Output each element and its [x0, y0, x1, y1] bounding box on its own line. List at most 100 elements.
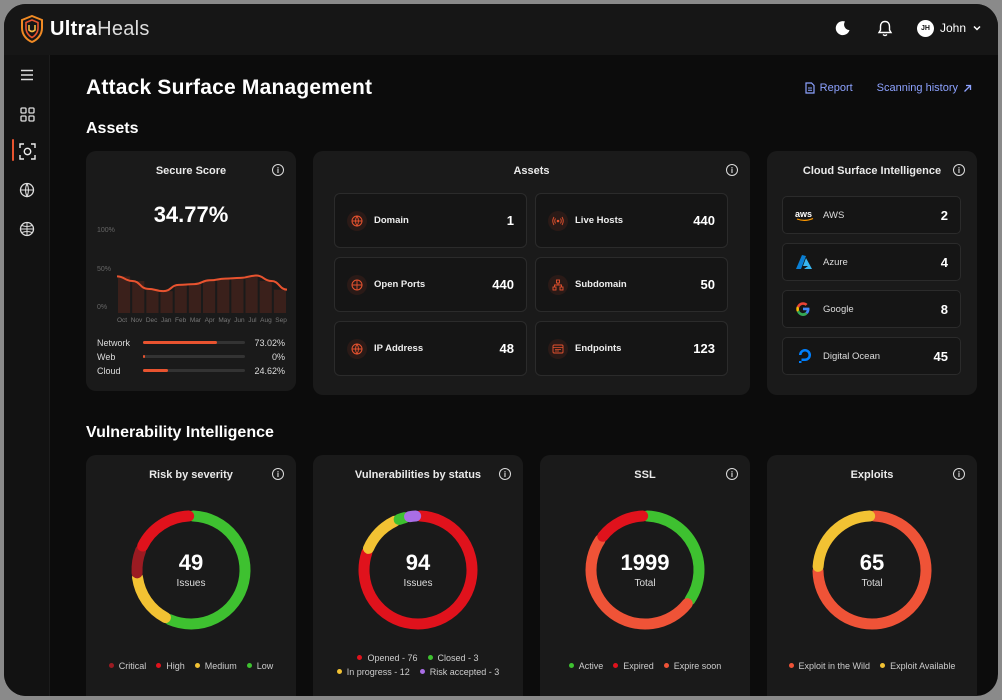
trend-bar [146, 288, 159, 313]
legend-item[interactable]: High [156, 661, 185, 671]
donut-segment-expire-soon[interactable] [585, 534, 693, 630]
scan-target-icon[interactable] [17, 141, 37, 161]
svg-text:aws: aws [795, 209, 812, 219]
legend-item[interactable]: Expired [613, 661, 654, 671]
globe-icon[interactable] [17, 219, 37, 239]
legend-dot [663, 663, 669, 669]
legend-item[interactable]: Closed - 3 [427, 653, 479, 663]
legend-label: Exploit Available [890, 661, 956, 671]
document-icon [805, 82, 815, 94]
risk-total: 49 [178, 550, 204, 575]
donut-segment-medium[interactable] [132, 572, 171, 624]
asset-tile-endpoints[interactable]: Endpoints 123 [535, 321, 728, 376]
info-icon[interactable]: i [726, 164, 738, 176]
ssl-donut-chart [585, 510, 705, 630]
legend-label: Critical [118, 661, 147, 671]
donut-segment-in-progress[interactable] [363, 515, 401, 554]
cloud-tile-azure[interactable]: Azure 4 [782, 243, 961, 281]
legend-item[interactable]: In progress - 12 [336, 667, 410, 677]
legend-label: Closed - 3 [437, 653, 479, 663]
cloud-tile-digital-ocean[interactable]: Digital Ocean 45 [782, 337, 961, 375]
legend-item[interactable]: Low [246, 661, 273, 671]
vuln-sub: Issues [403, 578, 433, 589]
info-icon[interactable]: i [726, 468, 738, 480]
info-icon[interactable]: i [499, 468, 511, 480]
dist-track [143, 355, 245, 358]
asset-tile-open-ports[interactable]: Open Ports 440 [334, 257, 527, 312]
asset-tile-ip-address[interactable]: IP Address 48 [334, 321, 527, 376]
donut-segment-risk-accepted[interactable] [404, 510, 422, 523]
dist-row-cloud: Cloud 24.62% [97, 364, 285, 377]
asset-tile-domain[interactable]: Domain 1 [334, 193, 527, 248]
trend-bar [273, 289, 286, 313]
asset-tile-subdomain[interactable]: Subdomain 50 [535, 257, 728, 312]
trend-bar [259, 281, 272, 313]
section-assets-heading: Assets [86, 120, 139, 137]
info-icon[interactable]: i [272, 468, 284, 480]
bell-icon[interactable] [875, 18, 895, 38]
donut-segment-closed[interactable] [393, 512, 411, 525]
sidebar [4, 55, 50, 696]
donut-segment-exploit-available[interactable] [812, 510, 876, 572]
legend-item[interactable]: Opened - 76 [357, 653, 418, 663]
dashboard-grid-icon[interactable] [17, 104, 37, 124]
cloud-label: Azure [823, 256, 848, 268]
donut-segment-low[interactable] [164, 510, 251, 630]
cloud-value: 4 [940, 254, 948, 270]
asset-value: 440 [492, 277, 514, 292]
trend-bar [245, 275, 258, 313]
legend-item[interactable]: Active [568, 661, 603, 671]
legend-item[interactable]: Critical [108, 661, 147, 671]
legend-label: Opened - 76 [367, 653, 418, 663]
dist-label: Web [97, 351, 116, 362]
scanning-history-link[interactable]: Scanning history [877, 82, 972, 94]
google-logo-icon [795, 300, 817, 318]
trend-bar [188, 284, 201, 313]
user-name: John [939, 21, 966, 35]
broadcast-icon [548, 210, 568, 231]
donut-segment-active[interactable] [641, 510, 705, 606]
top-bar: UltraHeals JH John [4, 4, 998, 55]
section-vuln-heading: Vulnerability Intelligence [86, 424, 274, 441]
info-icon[interactable]: i [272, 164, 284, 176]
exploits-sub: Total [861, 578, 883, 589]
asset-label: Subdomain [575, 279, 627, 290]
secure-score-value: 34.77% [153, 202, 229, 227]
logo[interactable]: UltraHeals [20, 15, 150, 43]
top-right-controls: JH John [833, 18, 982, 38]
legend-item[interactable]: Exploit Available [880, 661, 955, 671]
donut-segment-opened[interactable] [358, 510, 478, 630]
user-menu[interactable]: JH John [916, 19, 982, 37]
donut-segment-exploit-in-the-wild[interactable] [812, 510, 932, 630]
legend-item[interactable]: Medium [194, 661, 237, 671]
cloud-tile-aws[interactable]: aws AWS 2 [782, 196, 961, 234]
legend-dot [194, 663, 200, 669]
legend-item[interactable]: Risk accepted - 3 [419, 667, 499, 677]
month-label: Nov [130, 317, 143, 324]
dist-fill [143, 355, 145, 358]
legend-dot [419, 669, 425, 675]
asset-value: 50 [700, 277, 715, 292]
menu-icon[interactable] [17, 65, 37, 85]
legend-item[interactable]: Exploit in the Wild [788, 661, 870, 671]
assets-card: Assets i Domain 1 Live Hosts 440 Open Po… [313, 151, 750, 395]
digital-ocean-logo-icon [795, 347, 817, 365]
info-icon[interactable]: i [953, 468, 965, 480]
cloud-tile-google[interactable]: Google 8 [782, 290, 961, 328]
legend-item[interactable]: Expire soon [663, 661, 721, 671]
donut-segment-expired[interactable] [597, 510, 649, 542]
exploits-total: 65 [859, 550, 885, 575]
globe-shield-icon[interactable] [17, 180, 37, 200]
asset-tile-live-hosts[interactable]: Live Hosts 440 [535, 193, 728, 248]
azure-logo-icon [795, 253, 817, 271]
scanning-history-label: Scanning history [876, 82, 958, 94]
exploits-legend: Exploit in the Wild Exploit Available [767, 661, 977, 671]
info-icon[interactable]: i [953, 164, 965, 176]
report-link[interactable]: Report [805, 82, 853, 94]
sitemap-icon [548, 274, 568, 295]
legend-dot [880, 663, 886, 669]
donut-segment-high[interactable] [137, 510, 195, 552]
ssl-card-title: SSL [634, 469, 656, 481]
dist-row-web: Web 0% [97, 350, 285, 363]
moon-icon[interactable] [833, 18, 853, 38]
